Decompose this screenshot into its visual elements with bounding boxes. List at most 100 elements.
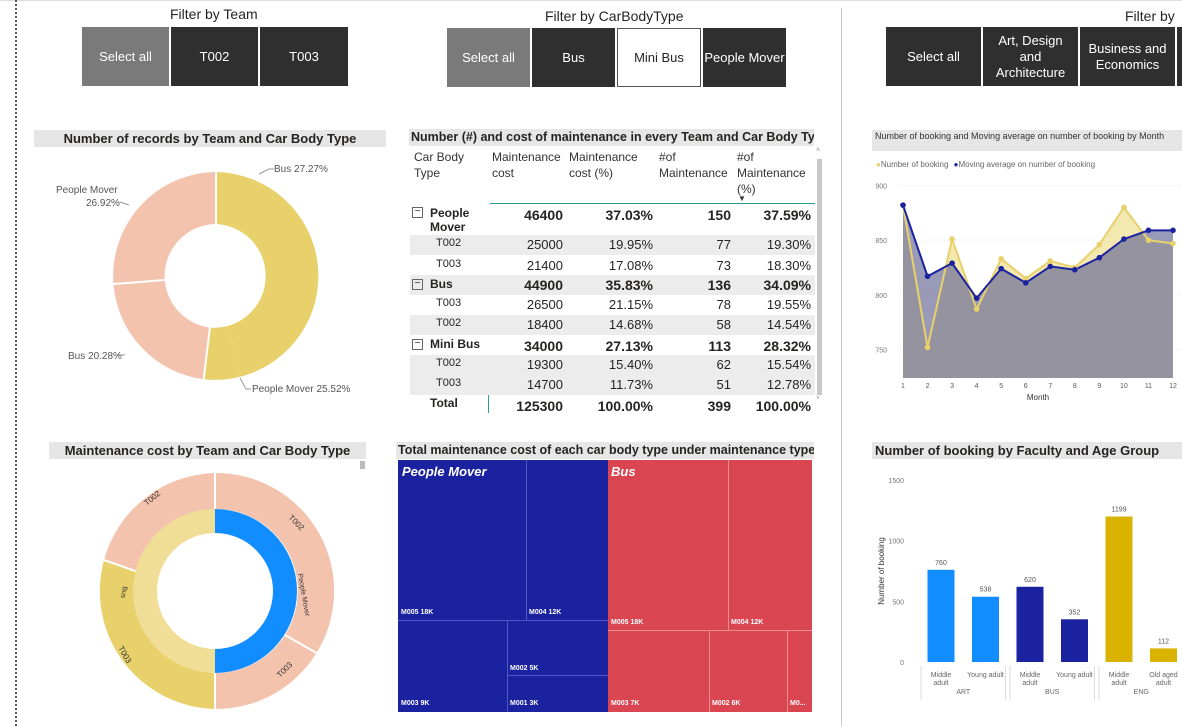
- team-option-t003[interactable]: T003: [260, 27, 348, 86]
- matrix-group-row: − Bus 44900 35.83% 136 34.09%: [410, 275, 815, 295]
- carbody-option-bus[interactable]: Bus: [532, 28, 617, 87]
- data-point-moving-average: [1145, 227, 1152, 234]
- treemap-cell-label[interactable]: M005 18K: [401, 609, 434, 616]
- treemap-cell-label[interactable]: M003 9K: [401, 700, 430, 707]
- donut1-label-people-mover-25: People Mover 25.52%: [252, 384, 351, 395]
- treemap-group-people-mover[interactable]: [398, 460, 608, 712]
- x-axis-label: Month: [1027, 393, 1049, 402]
- matrix-header-count[interactable]: #of Maintenance: [659, 150, 728, 180]
- x-tick-label: 11: [1145, 383, 1152, 390]
- treemap-divider: [608, 630, 812, 631]
- faculty-filter-title: Filter by: [1125, 8, 1175, 24]
- data-point-bookings: [949, 236, 955, 242]
- collapse-icon[interactable]: −: [412, 279, 423, 290]
- treemap-cell-label[interactable]: M0...: [790, 700, 806, 707]
- treemap-divider: [507, 620, 508, 712]
- faculty-slicer: Select all Art, Design and Architecture …: [886, 27, 1182, 86]
- faculty-option-select-all[interactable]: Select all: [886, 27, 983, 86]
- bar: [972, 596, 999, 662]
- y-tick-label: 500: [892, 599, 904, 606]
- matrix-cell: T002: [436, 357, 462, 369]
- donut2-outer-t002-left: [104, 473, 215, 572]
- x-tick-label: 10: [1120, 383, 1128, 390]
- x-category-label: Middle: [1020, 672, 1041, 679]
- donut2-title: Maintenance cost by Team and Car Body Ty…: [49, 442, 366, 459]
- matrix-row: T003 26500 21.15% 78 19.55%: [410, 295, 815, 315]
- bar-value-label: 760: [935, 560, 947, 567]
- matrix-cell: T003: [436, 377, 462, 389]
- matrix-cell: 11.73%: [609, 377, 653, 392]
- donut1-slice-bus-20: [113, 280, 210, 380]
- bar-value-label: 1199: [1111, 507, 1126, 514]
- treemap-cell-label[interactable]: M004 12K: [529, 609, 562, 616]
- carbody-slicer: Select all Bus Mini Bus People Mover: [447, 28, 786, 87]
- x-group-label: ENG: [1134, 689, 1149, 696]
- y-tick-label: 900: [875, 183, 887, 190]
- data-point-bookings: [1047, 258, 1054, 264]
- line-chart-legend: ●Number of booking ●Moving average on nu…: [876, 160, 1095, 169]
- donut2-outer-t002-right: [215, 472, 335, 653]
- matrix-header-type[interactable]: Car Body Type: [414, 150, 465, 180]
- matrix-cell: 100.00%: [755, 398, 811, 414]
- data-point-moving-average: [1121, 236, 1127, 242]
- series-line-moving-average: [902, 204, 1173, 300]
- matrix-cell: 77: [716, 237, 731, 252]
- matrix-header-underline: [490, 203, 815, 204]
- matrix-cell: 399: [707, 398, 731, 414]
- carbody-option-select-all[interactable]: Select all: [447, 28, 532, 87]
- y-tick-label: 1000: [888, 539, 904, 546]
- collapse-icon[interactable]: −: [412, 207, 423, 218]
- x-category-label: adult: [933, 680, 948, 687]
- matrix-scrollbar[interactable]: ˄ ˅: [816, 147, 822, 402]
- matrix-cell: T002: [436, 237, 462, 249]
- matrix-header: Car Body Type Maintenance cost Maintenance…: [410, 147, 816, 209]
- bar-value-label: 352: [1069, 609, 1081, 616]
- matrix-row: T002 18400 14.68% 58 14.54%: [410, 315, 815, 335]
- treemap-cell-label[interactable]: M002 5K: [510, 665, 539, 672]
- sort-desc-icon[interactable]: ▼: [738, 194, 746, 203]
- matrix-cell: 25000: [526, 237, 563, 252]
- matrix-cell: 14.68%: [608, 317, 653, 332]
- collapse-icon[interactable]: −: [412, 339, 423, 350]
- matrix-cell: 26500: [526, 297, 563, 312]
- matrix-header-count-pct[interactable]: #of Maintenance (%): [737, 150, 806, 196]
- matrix-title: Number (#) and cost of maintenance in ev…: [409, 129, 814, 146]
- matrix-cell: 35.83%: [605, 277, 653, 293]
- donut2-scroll-thumb[interactable]: [360, 461, 365, 469]
- treemap-group-bus[interactable]: [608, 460, 812, 712]
- matrix-group-name: Mini Bus: [430, 337, 480, 351]
- bar-value-label: 620: [1024, 577, 1036, 584]
- treemap-cell-label[interactable]: M001 3K: [510, 700, 539, 707]
- matrix-cell: 27.13%: [605, 338, 653, 354]
- treemap-cell-label[interactable]: M005 18K: [611, 619, 644, 626]
- matrix-header-cost-pct[interactable]: Maintenance cost (%): [569, 150, 638, 180]
- treemap-cell-label[interactable]: M003 7K: [611, 700, 640, 707]
- team-option-select-all[interactable]: Select all: [82, 27, 171, 86]
- carbody-option-mini-bus[interactable]: Mini Bus: [617, 28, 701, 87]
- treemap-divider: [526, 460, 527, 620]
- matrix-row: T002 25000 19.95% 77 19.30%: [410, 235, 815, 255]
- matrix-cell: 37.03%: [605, 207, 653, 223]
- data-point-bookings: [1145, 237, 1152, 243]
- matrix-cell: 125300: [516, 398, 563, 414]
- bar: [1105, 516, 1133, 662]
- carbody-option-people-mover[interactable]: People Mover: [701, 28, 786, 87]
- matrix-header-cost[interactable]: Maintenance cost: [492, 150, 561, 180]
- data-point-moving-average: [949, 260, 955, 266]
- y-tick-label: 1500: [888, 478, 904, 485]
- treemap-divider: [709, 630, 710, 712]
- team-option-t002[interactable]: T002: [171, 27, 260, 86]
- treemap-cell-label[interactable]: M004 12K: [731, 619, 764, 626]
- matrix-cell: 19300: [526, 357, 563, 372]
- faculty-option-more[interactable]: [1177, 27, 1182, 86]
- x-tick-label: 6: [1024, 383, 1028, 390]
- matrix-cell: 21.15%: [608, 297, 653, 312]
- y-axis-label: Number of booking: [877, 537, 886, 605]
- treemap-cell-label[interactable]: M002 6K: [712, 700, 741, 707]
- faculty-option-business[interactable]: Business and Economics: [1080, 27, 1177, 86]
- matrix-cell: 46400: [524, 207, 563, 223]
- section-divider: [841, 8, 842, 726]
- data-point-moving-average: [1096, 254, 1103, 261]
- matrix-cell: 44900: [524, 277, 563, 293]
- faculty-option-art[interactable]: Art, Design and Architecture: [983, 27, 1080, 86]
